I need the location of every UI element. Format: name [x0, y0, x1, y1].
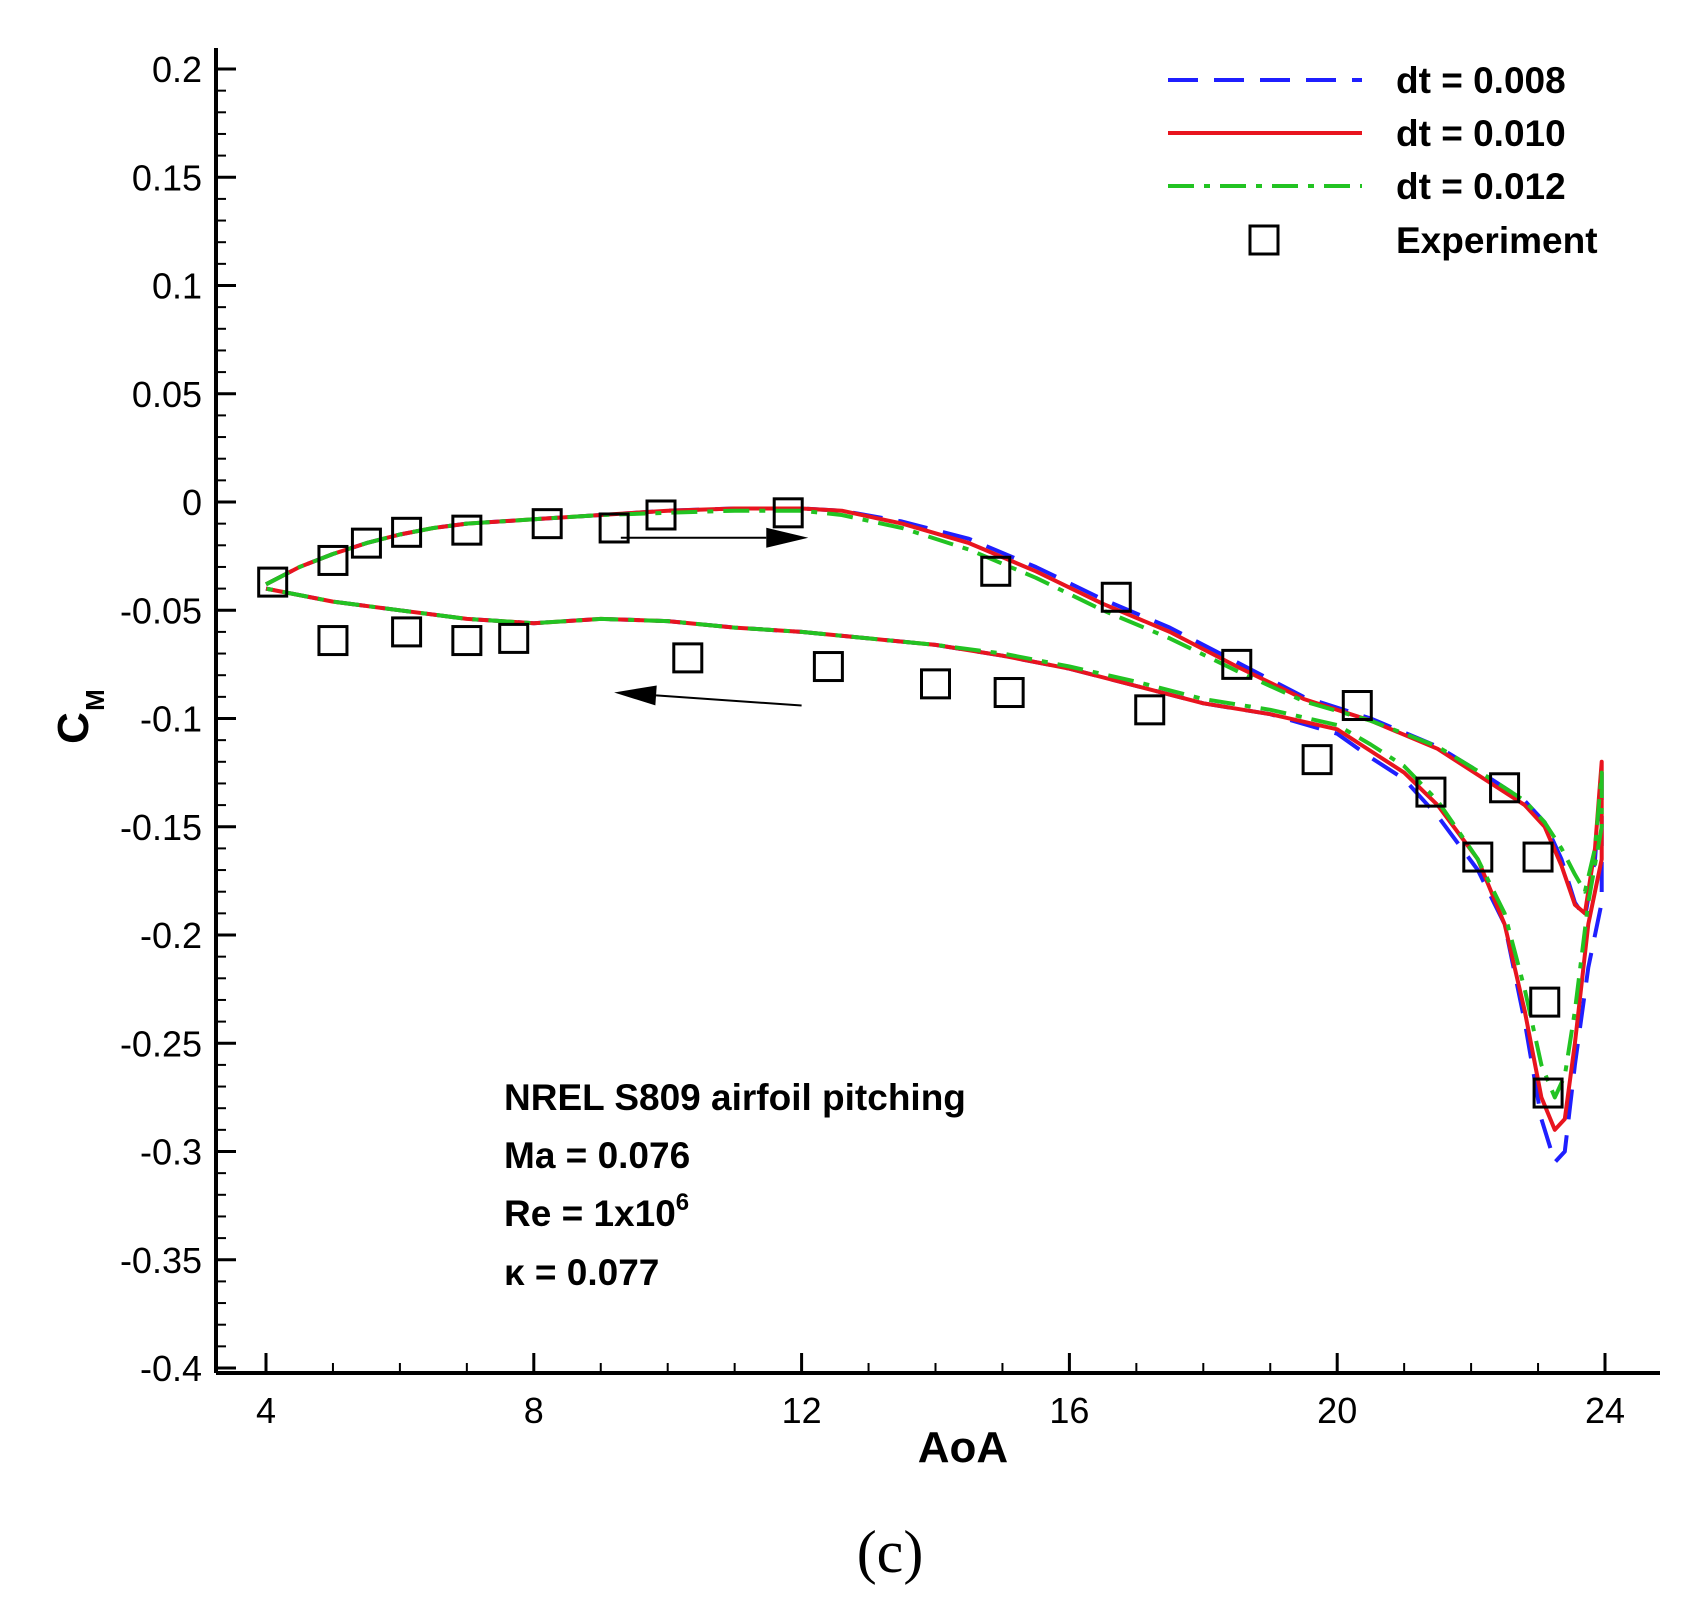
y-axis-title-subscript: M — [80, 689, 110, 711]
experiment-marker — [772, 497, 804, 529]
panel-label: (c) — [857, 1519, 924, 1585]
experiment-marker — [993, 677, 1025, 709]
y-tick-label: 0.2 — [152, 49, 202, 90]
legend: dt = 0.008 dt = 0.010 dt = 0.012 Experiment — [1168, 60, 1598, 261]
plot-area — [257, 497, 1604, 1165]
experiment-marker — [1462, 841, 1494, 873]
arrow-shaft — [655, 694, 802, 707]
legend-label: dt = 0.008 — [1396, 60, 1566, 101]
experiment-marker — [451, 514, 483, 546]
legend-label: Experiment — [1396, 220, 1598, 261]
y-tick-label: -0.05 — [120, 590, 202, 631]
experiment-marker — [1100, 581, 1132, 613]
y-tick-label: -0.25 — [120, 1023, 202, 1064]
annotation-reynolds: Re = 1x106 — [504, 1189, 689, 1234]
annotation-reynolds-main: Re = 1x10 — [504, 1193, 676, 1234]
legend-swatch — [1248, 224, 1280, 256]
legend-label: dt = 0.010 — [1396, 113, 1566, 154]
y-tick-label: -0.3 — [140, 1132, 202, 1173]
experiment-marker — [1341, 690, 1373, 722]
direction-arrows — [614, 527, 809, 707]
annotation-reynolds-exponent: 6 — [676, 1189, 689, 1216]
experiment-marker — [980, 555, 1012, 587]
experiment-marker — [1529, 986, 1561, 1018]
y-tick-label: -0.4 — [140, 1348, 202, 1389]
y-tick-label: 0.1 — [152, 266, 202, 307]
experiment-marker — [531, 508, 563, 540]
y-axis-ticks: 0.2 0.15 0.1 0.05 0 -0.05 -0.1 -0.15 -0.2 -0.25 -0… — [120, 49, 236, 1389]
y-tick-label: -0.35 — [120, 1240, 202, 1281]
experiment-marker — [498, 622, 530, 654]
y-tick-label: 0.05 — [132, 374, 202, 415]
legend-label: dt = 0.012 — [1396, 166, 1566, 207]
experiment-marker — [1415, 776, 1447, 808]
experiment-marker — [1489, 772, 1521, 804]
x-tick-label: 4 — [256, 1390, 276, 1431]
x-tick-label: 12 — [782, 1390, 822, 1431]
experiment-marker — [451, 625, 483, 657]
x-tick-label: 20 — [1317, 1390, 1357, 1431]
y-tick-label: -0.1 — [140, 699, 202, 740]
y-tick-label: -0.15 — [120, 807, 202, 848]
experiment-marker — [920, 668, 951, 700]
experiment-marker — [350, 527, 382, 559]
series-line-1 — [265, 506, 1604, 1132]
experiment-marker — [1532, 1077, 1564, 1109]
experiment-marker — [317, 625, 349, 657]
experiment-marker — [391, 616, 423, 648]
y-axis-title-main: C — [49, 712, 98, 744]
x-axis-ticks: 4 8 12 16 20 24 — [256, 1353, 1625, 1431]
x-tick-label: 24 — [1585, 1390, 1625, 1431]
x-axis-title: AoA — [918, 1423, 1008, 1472]
experiment-marker — [391, 516, 423, 548]
series-line-2 — [265, 508, 1604, 1100]
y-tick-label: 0 — [182, 482, 202, 523]
annotation-kappa: κ = 0.077 — [504, 1252, 659, 1293]
experiment-marker — [645, 499, 677, 531]
x-tick-label: 8 — [524, 1390, 544, 1431]
experiment-marker — [598, 512, 630, 544]
experiment-markers — [257, 497, 1564, 1109]
arrow-head — [614, 685, 657, 706]
x-tick-label: 16 — [1049, 1390, 1089, 1431]
y-tick-label: -0.2 — [140, 915, 202, 956]
experiment-marker — [672, 642, 704, 674]
experiment-marker — [812, 651, 844, 683]
experiment-marker — [257, 566, 289, 598]
annotation-airfoil: NREL S809 airfoil pitching — [504, 1077, 966, 1118]
experiment-marker — [1301, 744, 1333, 776]
y-axis-title: C M — [49, 689, 110, 744]
experiment-marker — [317, 544, 349, 576]
experiment-marker — [1221, 648, 1253, 680]
annotation-block: NREL S809 airfoil pitching Ma = 0.076 Re… — [504, 1077, 966, 1293]
annotation-mach: Ma = 0.076 — [504, 1135, 690, 1176]
y-tick-label: 0.15 — [132, 157, 202, 198]
series-line-0 — [265, 506, 1604, 1165]
series-layer — [265, 506, 1604, 1165]
experiment-marker — [1522, 841, 1554, 873]
experiment-marker — [1134, 694, 1166, 726]
arrow-head — [766, 527, 809, 548]
